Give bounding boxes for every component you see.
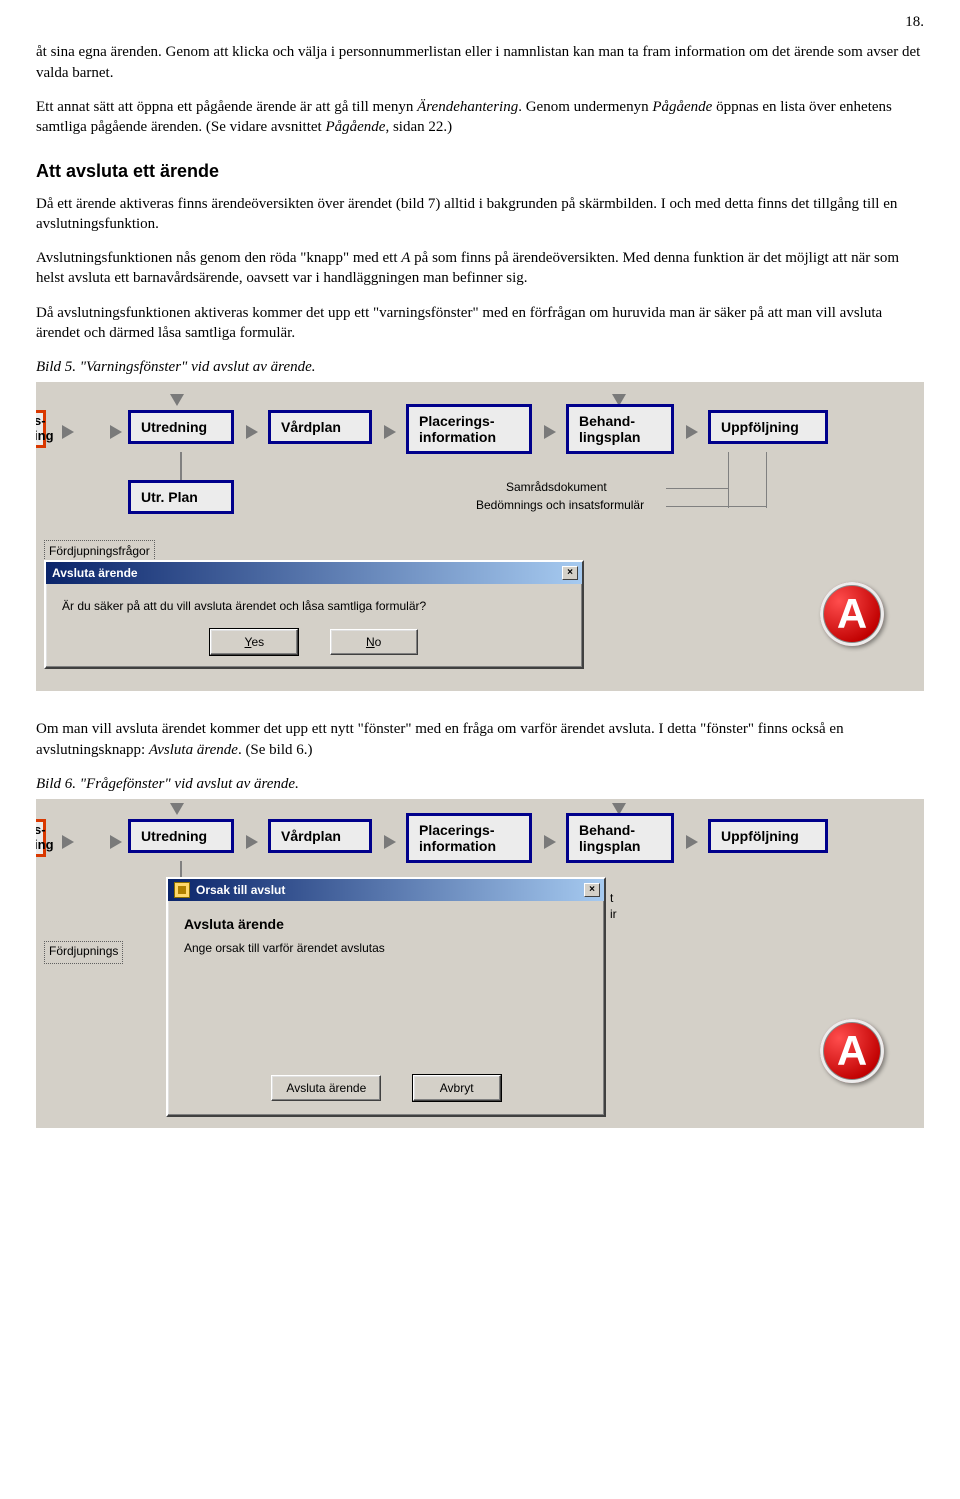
paragraph-3: Då ett ärende aktiveras finns ärendeöver… [36, 194, 924, 235]
avbryt-button[interactable]: Avbryt [413, 1075, 501, 1101]
dialog-titlebar: Avsluta ärende × [46, 562, 582, 584]
dialog-title-text: Orsak till avslut [196, 882, 285, 898]
flow-box-behand[interactable]: Behand- lingsplan [566, 813, 674, 863]
arrow-right-icon [110, 835, 122, 849]
arrow-right-icon [62, 425, 74, 439]
connector-line [766, 452, 767, 508]
para6-i1: Avsluta ärende [149, 742, 238, 758]
dialog-message: Ange orsak till varför ärendet avslutas [184, 940, 588, 956]
paragraph-5: Då avslutningsfunktionen aktiveras komme… [36, 303, 924, 344]
dialog-avsluta-arende: Avsluta ärende × Är du säker på att du v… [44, 560, 584, 669]
para2-i2: Pågående [652, 99, 712, 115]
flow-box-behand[interactable]: Behand- lingsplan [566, 404, 674, 454]
flow-box-utredning[interactable]: Utredning [128, 819, 234, 853]
arrow-right-icon [246, 425, 258, 439]
flow-box-hands[interactable]: hands- lömning [36, 819, 46, 857]
flow-box-uppfolj[interactable]: Uppföljning [708, 410, 828, 444]
label-fordjup2-container: Fördjupnings [44, 941, 123, 964]
flow-box-uppfolj[interactable]: Uppföljning [708, 819, 828, 853]
para2-a: Ett annat sätt att öppna ett pågående är… [36, 99, 417, 115]
yes-label-tail: es [251, 635, 264, 649]
paragraph-2: Ett annat sätt att öppna ett pågående är… [36, 97, 924, 138]
label-bedom: Bedömnings och insatsformulär [476, 498, 644, 514]
no-button[interactable]: No [330, 629, 418, 655]
paragraph-6: Om man vill avsluta ärendet kommer det u… [36, 719, 924, 760]
avsluta-arende-button[interactable]: Avsluta ärende [271, 1075, 381, 1101]
para6-b: . (Se bild 6.) [238, 742, 313, 758]
dialog-message: Är du säker på att du vill avsluta ärend… [62, 598, 566, 614]
dialog-app-icon [174, 882, 190, 898]
close-case-badge[interactable]: A [820, 1019, 884, 1083]
caption-bild6: Bild 6. "Frågefönster" vid avslut av äre… [36, 774, 924, 794]
arrow-right-icon [544, 835, 556, 849]
arrow-right-icon [384, 425, 396, 439]
connector-line [180, 452, 182, 480]
para2-i1: Ärendehantering [417, 99, 518, 115]
yes-button[interactable]: Yes [210, 629, 298, 655]
flow-box-utredning[interactable]: Utredning [128, 410, 234, 444]
flow-box-hands[interactable]: hands- lömning [36, 410, 46, 448]
label-fordjup2: Fördjupnings [44, 941, 123, 964]
screenshot-bild6: hands- lömning Utredning Vårdplan Placer… [36, 798, 924, 1128]
para2-d: , sidan 22.) [385, 119, 452, 135]
connector-line [666, 488, 728, 489]
arrow-right-icon [62, 835, 74, 849]
arrow-right-icon [686, 425, 698, 439]
flow-box-vardplan[interactable]: Vårdplan [268, 819, 372, 853]
close-case-badge[interactable]: A [820, 582, 884, 646]
dialog-title-text: Avsluta ärende [52, 565, 138, 581]
arrow-down-icon [170, 803, 184, 815]
close-icon[interactable]: × [562, 566, 578, 580]
label-samrad: Samrådsdokument [506, 480, 607, 496]
flow-box-placering[interactable]: Placerings- information [406, 404, 532, 454]
dialog-heading: Avsluta ärende [184, 915, 588, 934]
flow-box-utrplan[interactable]: Utr. Plan [128, 480, 234, 514]
dialog-titlebar: Orsak till avslut × [168, 879, 604, 901]
caption-bild5: Bild 5. "Varningsfönster" vid avslut av … [36, 357, 924, 377]
close-icon[interactable]: × [584, 883, 600, 897]
flow-box-placering[interactable]: Placerings- information [406, 813, 532, 863]
arrow-right-icon [384, 835, 396, 849]
arrow-right-icon [246, 835, 258, 849]
dialog-orsak-avslut: Orsak till avslut × Avsluta ärende Ange … [166, 877, 606, 1117]
arrow-right-icon [110, 425, 122, 439]
flow-box-vardplan[interactable]: Vårdplan [268, 410, 372, 444]
arrow-right-icon [544, 425, 556, 439]
arrow-down-icon [170, 394, 184, 406]
para4-a: Avslutningsfunktionen nås genom den röda… [36, 250, 401, 266]
page-number: 18. [36, 12, 924, 32]
paragraph-4: Avslutningsfunktionen nås genom den röda… [36, 248, 924, 289]
screenshot-bild5: hands- lömning Utredning Vårdplan Placer… [36, 381, 924, 691]
connector-line [666, 506, 766, 507]
para2-b: . Genom undermenyn [518, 99, 652, 115]
no-label-tail: o [375, 635, 382, 649]
section-heading: Att avsluta ett ärende [36, 159, 924, 183]
para2-i3: Pågående [325, 119, 385, 135]
connector-line [728, 452, 729, 508]
paragraph-1: åt sina egna ärenden. Genom att klicka o… [36, 42, 924, 83]
arrow-right-icon [686, 835, 698, 849]
